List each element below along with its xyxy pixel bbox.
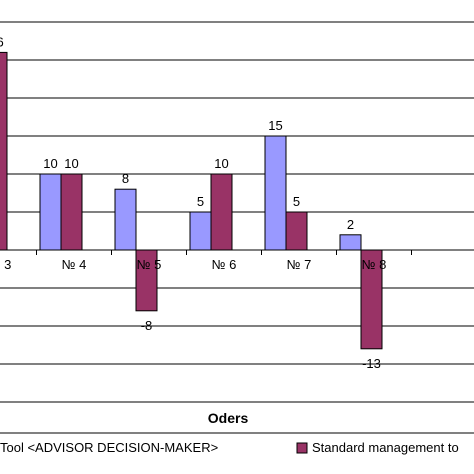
data-label: 10 <box>64 156 78 171</box>
bar-series-1 <box>189 211 212 251</box>
legend-swatch-series-2 <box>296 442 308 454</box>
category-label: № 3 <box>0 257 11 272</box>
data-label: -13 <box>362 356 381 371</box>
data-label: 10 <box>43 156 57 171</box>
gridlines <box>0 21 474 403</box>
category-label: № 6 <box>212 257 237 272</box>
legend: Tool <ADVISOR DECISION-MAKER> Standard m… <box>0 440 459 455</box>
data-label: 5 <box>293 194 300 209</box>
x-axis-title: Oders <box>208 410 249 426</box>
bar-series-1 <box>39 173 62 251</box>
category-ticks: № 3 № 4 № 5 № 6 № 7 № 8 <box>0 250 412 272</box>
bar-series-2 <box>285 211 308 251</box>
bar-series-1 <box>264 135 287 251</box>
data-label: 10 <box>214 156 228 171</box>
data-label: 8 <box>122 171 129 186</box>
legend-label-series-2: Standard management to <box>312 440 459 455</box>
data-label: -8 <box>141 318 153 333</box>
category-label: № 8 <box>362 257 387 272</box>
data-label: 26 <box>0 34 4 49</box>
bars <box>0 51 383 350</box>
legend-label-series-1: Tool <ADVISOR DECISION-MAKER> <box>0 440 218 455</box>
bar-series-2 <box>210 173 233 251</box>
data-label: 5 <box>197 194 204 209</box>
bar-series-2 <box>0 51 8 251</box>
category-label: № 7 <box>287 257 312 272</box>
data-label: 15 <box>268 118 282 133</box>
data-label: 2 <box>347 217 354 232</box>
category-label: № 5 <box>137 257 162 272</box>
bar-series-2 <box>60 173 83 251</box>
bar-series-1 <box>114 188 137 251</box>
bar-series-1 <box>339 234 362 251</box>
category-label: № 4 <box>62 257 87 272</box>
